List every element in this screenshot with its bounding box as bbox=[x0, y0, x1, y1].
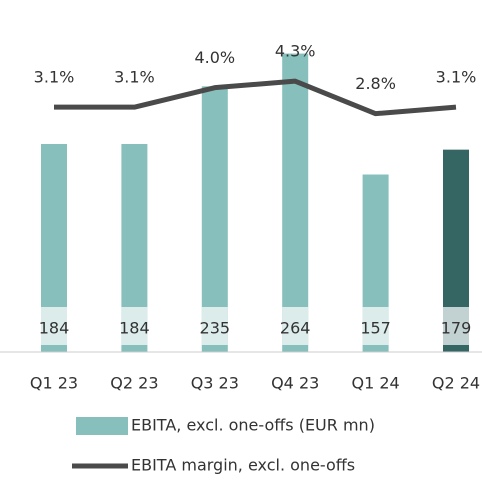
bar-label-band bbox=[41, 307, 67, 345]
line bbox=[54, 78, 457, 117]
line-value-label: 2.8% bbox=[355, 74, 396, 93]
bar-label-band bbox=[362, 307, 389, 345]
bar-label-band bbox=[282, 307, 309, 345]
x-tick-label: Q3 23 bbox=[191, 374, 239, 393]
bar-value-label: 264 bbox=[280, 319, 311, 338]
bar-value-label: 235 bbox=[200, 319, 231, 338]
legend-swatch bbox=[76, 417, 128, 435]
x-tick-label: Q1 24 bbox=[351, 374, 399, 393]
legend-label: EBITA margin, excl. one-offs bbox=[131, 456, 355, 475]
legend-label: EBITA, excl. one-offs (EUR mn) bbox=[131, 416, 375, 435]
bar-value-label: 184 bbox=[119, 319, 150, 338]
bar-label-band bbox=[121, 307, 148, 345]
line-value-label: 4.3% bbox=[275, 42, 316, 61]
bar-value-label: 157 bbox=[360, 319, 391, 338]
bar bbox=[282, 53, 309, 352]
x-tick-label: Q4 23 bbox=[271, 374, 319, 393]
line-value-label: 3.1% bbox=[436, 68, 477, 87]
x-tick-label: Q1 23 bbox=[30, 374, 78, 393]
bar-value-label: 184 bbox=[39, 319, 70, 338]
bar-label-band bbox=[443, 307, 469, 345]
bar-value-label: 179 bbox=[441, 319, 472, 338]
x-tick-label: Q2 23 bbox=[110, 374, 158, 393]
line-value-label: 4.0% bbox=[194, 48, 235, 67]
line-value-label: 3.1% bbox=[114, 68, 155, 87]
bar-label-band bbox=[201, 307, 228, 345]
line-value-label: 3.1% bbox=[34, 68, 75, 87]
x-tick-label: Q2 24 bbox=[432, 374, 480, 393]
